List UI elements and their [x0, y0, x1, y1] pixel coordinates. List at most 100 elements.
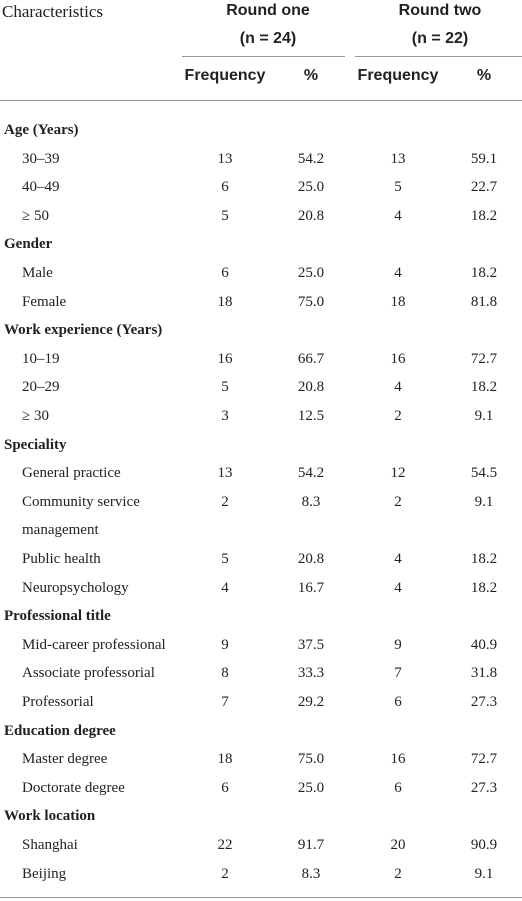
cell: 4: [394, 265, 402, 281]
cell: 18.2: [470, 551, 498, 567]
cell: 2: [221, 493, 229, 510]
cell: 8.3: [301, 865, 321, 882]
cell: 18.2: [470, 379, 498, 396]
rule: [182, 56, 345, 57]
cell: 54.2: [297, 465, 325, 482]
cell: 66.7: [297, 350, 325, 367]
section-title: Gender: [4, 236, 53, 253]
cell: 25.0: [297, 779, 325, 796]
cell: 6: [221, 779, 229, 796]
cell: 91.7: [297, 837, 325, 853]
section-title: Education degree: [4, 722, 116, 739]
cell: 16.7: [297, 579, 325, 596]
cell: 20.8: [297, 551, 325, 567]
cell: 7: [394, 665, 402, 682]
cell: 9.1: [474, 408, 494, 424]
cell: 81.8: [470, 293, 498, 310]
row-label: Community service management: [22, 493, 140, 539]
cell: 8.3: [301, 493, 321, 510]
cell: 2: [394, 865, 402, 882]
cell: 20.8: [297, 207, 325, 224]
section-title: Work experience (Years): [4, 322, 163, 339]
cell: 54.2: [297, 150, 325, 167]
row-label: 40–49: [22, 179, 60, 196]
row-label: Mid-career professional: [22, 636, 166, 653]
cell: 18.2: [470, 265, 498, 281]
cell: 16: [390, 751, 406, 768]
cell: 12: [390, 465, 406, 482]
cell: 4: [394, 207, 402, 224]
row-label: 30–39: [22, 150, 60, 167]
column-header: Frequency: [184, 67, 266, 84]
cell: 2: [221, 865, 229, 882]
section-title: Work location: [4, 808, 96, 825]
row-label: ≥ 30: [22, 408, 49, 424]
cell: 27.3: [470, 694, 498, 710]
column-header: %: [303, 67, 319, 84]
cell: 6: [394, 694, 402, 710]
cell: 18: [390, 293, 406, 310]
row-label: 10–19: [22, 350, 60, 367]
rule: [355, 56, 522, 57]
cell: 3: [221, 408, 229, 424]
cell: 5: [221, 551, 229, 567]
row-label: Shanghai: [22, 837, 78, 853]
cell: 4: [394, 379, 402, 396]
section-title: Age (Years): [4, 122, 79, 138]
cell: 18: [217, 293, 233, 310]
cell: 18.2: [470, 207, 498, 224]
cell: 4: [221, 579, 229, 596]
row-label: Professorial: [22, 694, 94, 710]
column-header: %: [476, 67, 492, 84]
row-label: Female: [22, 293, 67, 310]
cell: 75.0: [297, 293, 325, 310]
cell: 13: [390, 150, 406, 167]
cell: 22: [217, 837, 233, 853]
cell: 20.8: [297, 379, 325, 396]
cell: 12.5: [297, 408, 325, 424]
cell: 8: [221, 665, 229, 682]
cell: 20: [390, 837, 406, 853]
cell: 5: [394, 179, 402, 196]
cell: 18: [217, 751, 233, 768]
header-cell: (n = 24): [239, 30, 297, 47]
cell: 59.1: [470, 150, 498, 167]
cell: 4: [394, 551, 402, 567]
cell: 6: [394, 779, 402, 796]
cell: 33.3: [297, 665, 325, 682]
rule: [0, 100, 522, 101]
cell: 90.9: [470, 837, 498, 853]
cell: 40.9: [470, 636, 498, 653]
cell: 31.8: [470, 665, 498, 682]
cell: 16: [390, 350, 406, 367]
cell: 9: [221, 636, 229, 653]
row-label: 20–29: [22, 379, 60, 396]
cell: 13: [217, 465, 233, 482]
cell: 2: [394, 408, 402, 424]
cell: 9.1: [474, 493, 494, 510]
header-cell: Round two: [398, 2, 482, 19]
rule: [0, 897, 522, 898]
cell: 27.3: [470, 779, 498, 796]
cell: 72.7: [470, 751, 498, 768]
row-label: Master degree: [22, 751, 108, 768]
cell: 2: [394, 493, 402, 510]
row-label: Doctorate degree: [22, 779, 125, 796]
cell: 9.1: [474, 865, 494, 882]
cell: 18.2: [470, 579, 498, 596]
cell: 7: [221, 694, 229, 710]
cell: 22.7: [470, 179, 498, 196]
cell: 37.5: [297, 636, 325, 653]
header-cell: (n = 22): [411, 30, 469, 47]
row-label: Neuropsychology: [22, 579, 129, 596]
row-label: Male: [22, 265, 53, 281]
cell: 6: [221, 179, 229, 196]
cell: 6: [221, 265, 229, 281]
row-label: Associate professorial: [22, 665, 155, 682]
cell: 5: [221, 207, 229, 224]
row-label: General practice: [22, 465, 121, 482]
row-label: Public health: [22, 551, 101, 567]
cell: 54.5: [470, 465, 498, 482]
cell: 9: [394, 636, 402, 653]
